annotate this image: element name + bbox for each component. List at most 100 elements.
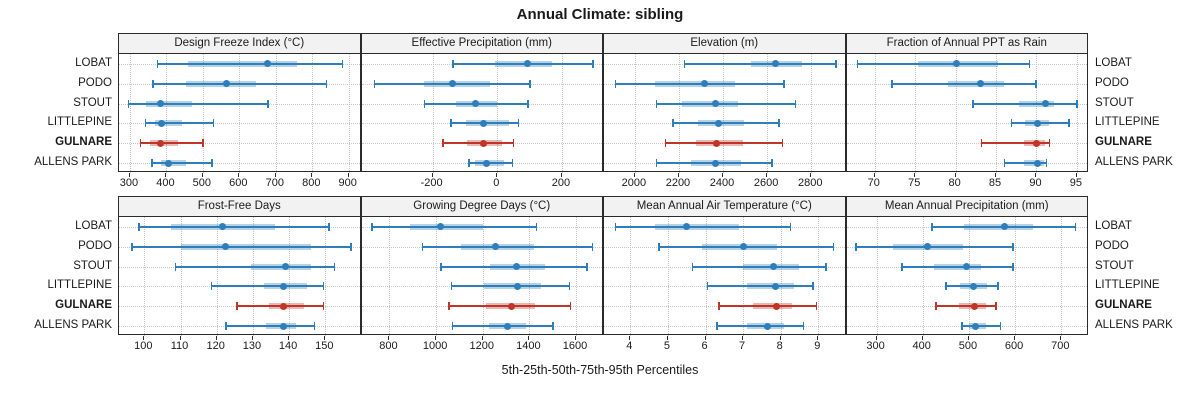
median-dot [1033, 159, 1041, 167]
whisker-cap [789, 222, 792, 231]
whisker-line [707, 285, 813, 288]
station-label-right: LITTLEPINE [1095, 116, 1160, 129]
median-dot [977, 80, 985, 88]
x-tick-mark [528, 336, 530, 340]
x-tick-label: 90 [1029, 177, 1042, 189]
gridline-vertical [497, 54, 499, 173]
iqr-band [145, 100, 192, 107]
whisker-cap [683, 59, 686, 68]
whisker-line [961, 325, 1001, 328]
gridline-vertical [144, 217, 146, 336]
x-tick-label: 500 [192, 177, 212, 189]
whisker-line [451, 285, 570, 288]
x-tick-label: 110 [170, 340, 189, 352]
panel-plot [361, 217, 602, 336]
whisker-line [452, 62, 593, 65]
x-tick-label: 300 [866, 340, 885, 352]
x-tick-label: 2800 [797, 177, 823, 189]
x-tick-mark [779, 336, 781, 340]
whisker-cap [211, 159, 213, 168]
whisker-cap [891, 79, 893, 88]
whisker-cap [423, 99, 426, 108]
gridline-vertical [275, 54, 277, 173]
panel-header: Design Freeze Index (°C) [119, 34, 360, 54]
whisker-line [468, 162, 513, 165]
x-tick-label: 700 [1051, 340, 1070, 352]
station-label-right: GULNARE [1095, 136, 1152, 149]
whisker-line [891, 82, 1036, 85]
median-dot [773, 302, 781, 310]
median-dot [480, 119, 488, 127]
median-dot [218, 223, 226, 231]
x-tick-mark [742, 336, 744, 340]
x-tick-mark [143, 336, 145, 340]
panel-plot [119, 54, 360, 173]
station-label-left: ALLENS PARK [34, 319, 112, 332]
station-label-right: LOBAT [1095, 56, 1132, 69]
x-tick-mark [967, 336, 969, 340]
whisker-cap [691, 262, 694, 271]
station-label-left: ALLENS PARK [34, 156, 112, 169]
panel-growing-degree-days-c: Growing Degree Days (°C) [360, 196, 603, 336]
whisker-line [236, 305, 324, 308]
gridline-horizontal [846, 103, 1087, 105]
whisker-cap [1012, 242, 1014, 251]
whisker-cap [778, 119, 780, 128]
x-tick-label: 130 [242, 340, 262, 352]
whisker-cap [138, 222, 140, 231]
whisker-cap [322, 302, 325, 311]
x-tick-label: 85 [988, 177, 1002, 189]
gridline-vertical [202, 54, 204, 173]
whisker-cap [812, 282, 814, 291]
gridline-vertical [312, 54, 314, 173]
x-tick-mark [1014, 336, 1016, 340]
gridline-vertical [743, 217, 745, 336]
x-tick-label: 900 [338, 177, 357, 189]
panel-header: Growing Degree Days (°C) [361, 197, 602, 217]
whisker-cap [322, 282, 325, 291]
whisker-line [857, 62, 1030, 65]
x-tick-mark [817, 336, 819, 340]
iqr-band [701, 243, 777, 250]
gridline-vertical [252, 217, 254, 336]
whisker-cap [935, 302, 937, 311]
median-dot [683, 223, 691, 231]
x-tick-mark [921, 336, 923, 340]
median-dot [508, 302, 516, 310]
whisker-line [151, 162, 212, 165]
iqr-band [188, 60, 297, 67]
whisker-line [665, 142, 783, 145]
whisker-line [175, 265, 335, 268]
x-tick-mark [435, 336, 437, 340]
whisker-cap [529, 79, 531, 88]
whisker-line [615, 82, 784, 85]
iqr-band [466, 120, 509, 127]
whisker-cap [174, 262, 177, 271]
median-dot [923, 243, 931, 251]
whisker-cap [672, 119, 674, 128]
gridline-vertical [389, 217, 391, 336]
x-tick-label: 7 [739, 340, 746, 352]
whisker-line [131, 245, 351, 248]
whisker-cap [267, 99, 269, 108]
whisker-line [935, 305, 996, 308]
panel-plot [604, 54, 845, 173]
station-label-right: ALLENS PARK [1095, 319, 1173, 332]
median-dot [157, 119, 165, 127]
whisker-line [716, 325, 804, 328]
x-tick-mark [1035, 173, 1037, 177]
gridline-vertical [289, 217, 291, 336]
iqr-band [681, 100, 738, 107]
station-label-left: LITTLEPINE [47, 116, 112, 129]
panel-frost-free-days: Frost-Free Days [118, 196, 361, 336]
median-dot [223, 80, 231, 88]
x-tick-mark [288, 336, 290, 340]
iqr-band [934, 263, 982, 270]
iqr-band [149, 140, 179, 147]
station-label-right: STOUT [1095, 96, 1134, 109]
x-tick-label: 6 [701, 340, 708, 352]
whisker-cap [1035, 79, 1037, 88]
x-tick-label: 2400 [709, 177, 735, 189]
gridline-vertical [811, 54, 813, 173]
median-dot [1041, 100, 1049, 108]
